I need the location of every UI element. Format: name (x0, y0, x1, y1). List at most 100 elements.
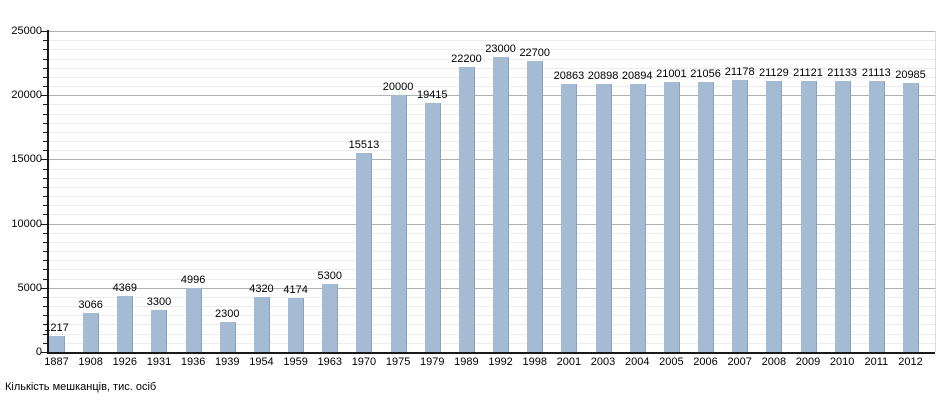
bar (834, 80, 851, 352)
bar (629, 83, 646, 352)
minor-gridline (48, 40, 935, 42)
minor-gridline (48, 260, 935, 262)
x-tick-label: 2004 (624, 356, 650, 368)
y-axis-minor-tick (43, 131, 47, 133)
bar-value-label: 3300 (146, 295, 172, 308)
y-axis-minor-tick (43, 168, 47, 170)
major-gridline (48, 31, 935, 32)
minor-gridline (48, 205, 935, 207)
bar-value-label: 19415 (416, 88, 448, 101)
bar (903, 82, 919, 352)
x-tick-label: 2008 (761, 356, 787, 368)
y-axis-minor-tick (43, 49, 47, 51)
bar (219, 322, 236, 352)
x-tick-label: 1959 (283, 356, 308, 368)
bar-value-label: 21129 (758, 66, 789, 79)
x-tick-label: 2006 (693, 356, 718, 368)
bar (595, 83, 612, 352)
x-tick-label: 2003 (590, 356, 616, 368)
minor-gridline (48, 177, 935, 179)
bar-value-label: 4174 (283, 284, 308, 297)
y-axis-major-tick (41, 31, 47, 32)
y-axis-minor-tick (43, 214, 47, 216)
bar-value-label: 1217 (44, 322, 69, 335)
minor-gridline (48, 131, 935, 133)
bar-value-label: 20863 (553, 70, 585, 83)
major-gridline (48, 95, 935, 97)
bar-value-label: 20000 (382, 81, 414, 94)
y-axis-minor-tick (43, 76, 47, 78)
x-tick-label: 1908 (78, 356, 103, 368)
x-tick-label: 1926 (112, 356, 138, 368)
y-axis-minor-tick (43, 141, 47, 143)
minor-gridline (48, 49, 935, 51)
x-tick-label: 1970 (351, 356, 377, 368)
x-tick-label: 2011 (864, 356, 889, 368)
bar (732, 80, 749, 352)
y-axis-minor-tick (43, 269, 47, 271)
plot-right-border (935, 31, 936, 352)
x-tick-label: 1979 (420, 356, 445, 368)
y-axis-minor-tick (43, 232, 47, 234)
bar (458, 66, 475, 352)
bar (83, 312, 100, 352)
bar (322, 283, 339, 352)
major-gridline (48, 287, 935, 289)
major-gridline (48, 159, 935, 161)
x-tick-label: 2010 (829, 356, 855, 368)
minor-gridline (48, 241, 935, 243)
bar-value-label: 20894 (621, 69, 653, 82)
bar-value-label: 22200 (451, 52, 482, 65)
bar-value-label: 20898 (587, 69, 619, 82)
x-tick-label: 2005 (659, 356, 684, 368)
y-axis-minor-tick (43, 342, 47, 344)
bar (698, 81, 715, 352)
x-tick-label: 1992 (488, 356, 513, 368)
bar-value-label: 21121 (793, 66, 823, 79)
minor-gridline (48, 333, 935, 335)
y-axis-minor-tick (43, 122, 47, 124)
bar (356, 152, 373, 352)
minor-gridline (48, 141, 935, 143)
y-axis-minor-tick (43, 306, 47, 308)
x-axis (47, 352, 935, 354)
minor-gridline (48, 86, 935, 88)
y-axis-minor-tick (43, 67, 47, 69)
bar (527, 60, 544, 352)
x-tick-label: 1936 (180, 356, 206, 368)
y-tick-label: 10000 (11, 217, 42, 230)
x-tick-label: 2007 (727, 356, 752, 368)
bar (561, 84, 578, 352)
y-tick-label: 20000 (11, 89, 42, 102)
minor-gridline (48, 58, 935, 60)
x-tick-label: 1939 (215, 356, 240, 368)
y-axis-major-tick (41, 352, 47, 353)
x-tick-label: 1998 (522, 356, 547, 368)
bar-value-label: 21178 (724, 66, 755, 79)
y-axis-minor-tick (43, 205, 47, 207)
y-axis-minor-tick (43, 260, 47, 262)
bar-value-label: 22700 (519, 46, 551, 59)
x-tick-label: 2001 (556, 356, 582, 368)
x-tick-label: 2009 (795, 356, 821, 368)
y-axis-minor-tick (43, 86, 47, 88)
bar-value-label: 5300 (317, 269, 342, 282)
bar-value-label: 23000 (485, 42, 516, 55)
bar-value-label: 21001 (656, 68, 687, 81)
y-axis-minor-tick (43, 196, 47, 198)
bar (288, 298, 305, 352)
minor-gridline (48, 113, 935, 115)
minor-gridline (48, 296, 935, 298)
minor-gridline (48, 150, 935, 152)
bar (424, 102, 441, 352)
y-axis-major-tick (41, 223, 47, 225)
y-axis-minor-tick (43, 315, 47, 317)
y-tick-label: 25000 (11, 25, 42, 37)
bar (390, 95, 407, 352)
bar (493, 56, 510, 352)
x-tick-label: 1931 (146, 356, 172, 368)
x-tick-label: 1975 (385, 356, 411, 368)
minor-gridline (48, 214, 935, 216)
minor-gridline (48, 196, 935, 198)
